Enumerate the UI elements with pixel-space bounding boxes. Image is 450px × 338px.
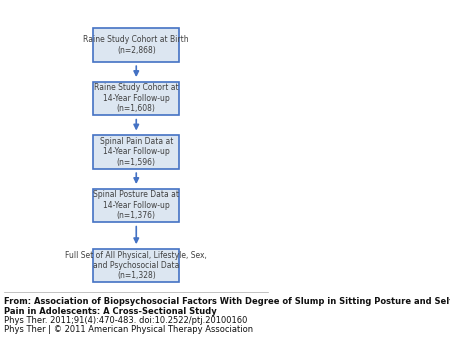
Text: From: Association of Biopsychosocial Factors With Degree of Slump in Sitting Pos: From: Association of Biopsychosocial Fac… [4,297,450,306]
Text: Phys Ther | © 2011 American Physical Therapy Association: Phys Ther | © 2011 American Physical The… [4,325,253,334]
Text: Pain in Adolescents: A Cross-Sectional Study: Pain in Adolescents: A Cross-Sectional S… [4,307,217,316]
Text: Full Set of All Physical, Lifestyle, Sex,
and Psychosocial Data
(n=1,328): Full Set of All Physical, Lifestyle, Sex… [65,250,207,281]
FancyBboxPatch shape [93,135,180,169]
FancyBboxPatch shape [93,28,180,62]
Text: Raine Study Cohort at Birth
(n=2,868): Raine Study Cohort at Birth (n=2,868) [83,35,189,54]
FancyBboxPatch shape [93,189,180,222]
FancyBboxPatch shape [93,249,180,282]
FancyBboxPatch shape [93,81,180,115]
Text: Spinal Pain Data at
14-Year Follow-up
(n=1,596): Spinal Pain Data at 14-Year Follow-up (n… [99,137,173,167]
Text: Spinal Posture Data at
14-Year Follow-up
(n=1,376): Spinal Posture Data at 14-Year Follow-up… [93,190,179,220]
Text: Raine Study Cohort at
14-Year Follow-up
(n=1,608): Raine Study Cohort at 14-Year Follow-up … [94,83,179,113]
Text: Phys Ther. 2011;91(4):470-483. doi:10.2522/ptj.20100160: Phys Ther. 2011;91(4):470-483. doi:10.25… [4,316,248,325]
